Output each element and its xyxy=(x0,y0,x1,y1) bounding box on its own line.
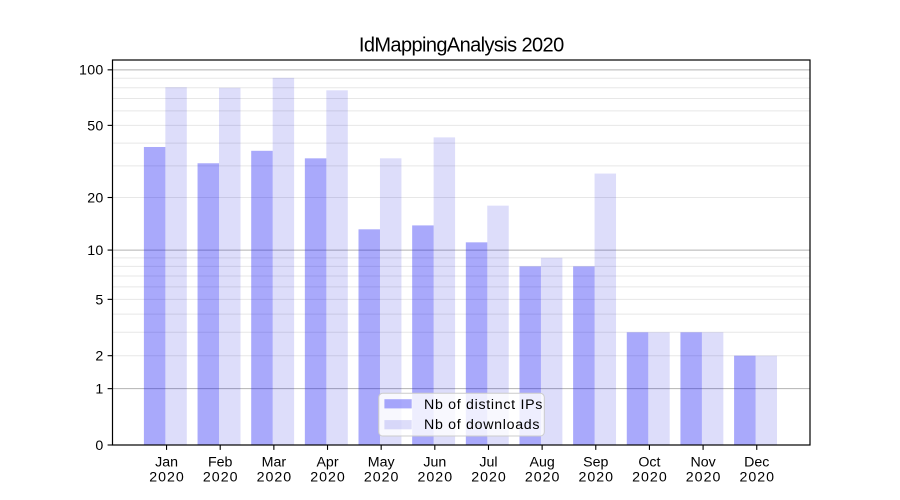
svg-text:Jan: Jan xyxy=(155,455,178,471)
svg-text:May: May xyxy=(368,455,396,471)
svg-text:Aug: Aug xyxy=(530,455,555,471)
svg-text:2020: 2020 xyxy=(149,469,185,485)
svg-text:Jul: Jul xyxy=(479,455,497,471)
svg-text:Feb: Feb xyxy=(208,455,233,471)
svg-text:IdMappingAnalysis 2020: IdMappingAnalysis 2020 xyxy=(359,35,564,57)
svg-text:100: 100 xyxy=(79,63,104,79)
svg-text:2020: 2020 xyxy=(739,469,775,485)
svg-text:2020: 2020 xyxy=(525,469,561,485)
svg-text:Apr: Apr xyxy=(316,455,338,471)
svg-text:2020: 2020 xyxy=(471,469,507,485)
svg-text:Mar: Mar xyxy=(262,455,287,471)
svg-text:2020: 2020 xyxy=(364,469,400,485)
svg-text:2020: 2020 xyxy=(257,469,293,485)
svg-text:2020: 2020 xyxy=(418,469,454,485)
svg-text:Sep: Sep xyxy=(583,455,608,471)
svg-text:2020: 2020 xyxy=(632,469,668,485)
svg-text:5: 5 xyxy=(95,292,103,308)
svg-text:1: 1 xyxy=(95,382,103,398)
svg-text:50: 50 xyxy=(87,118,103,134)
svg-text:Jun: Jun xyxy=(423,455,446,471)
svg-text:0: 0 xyxy=(95,438,103,454)
svg-text:20: 20 xyxy=(87,190,103,206)
svg-text:2020: 2020 xyxy=(686,469,722,485)
svg-text:2020: 2020 xyxy=(578,469,614,485)
svg-text:2020: 2020 xyxy=(203,469,239,485)
svg-text:Dec: Dec xyxy=(744,455,769,471)
svg-text:2: 2 xyxy=(95,349,103,365)
svg-text:2020: 2020 xyxy=(310,469,346,485)
svg-text:Nb of downloads: Nb of downloads xyxy=(424,417,540,433)
svg-text:Nov: Nov xyxy=(690,455,716,471)
svg-text:Oct: Oct xyxy=(638,455,660,471)
svg-text:Nb of distinct IPs: Nb of distinct IPs xyxy=(424,397,543,413)
svg-text:10: 10 xyxy=(87,243,103,259)
